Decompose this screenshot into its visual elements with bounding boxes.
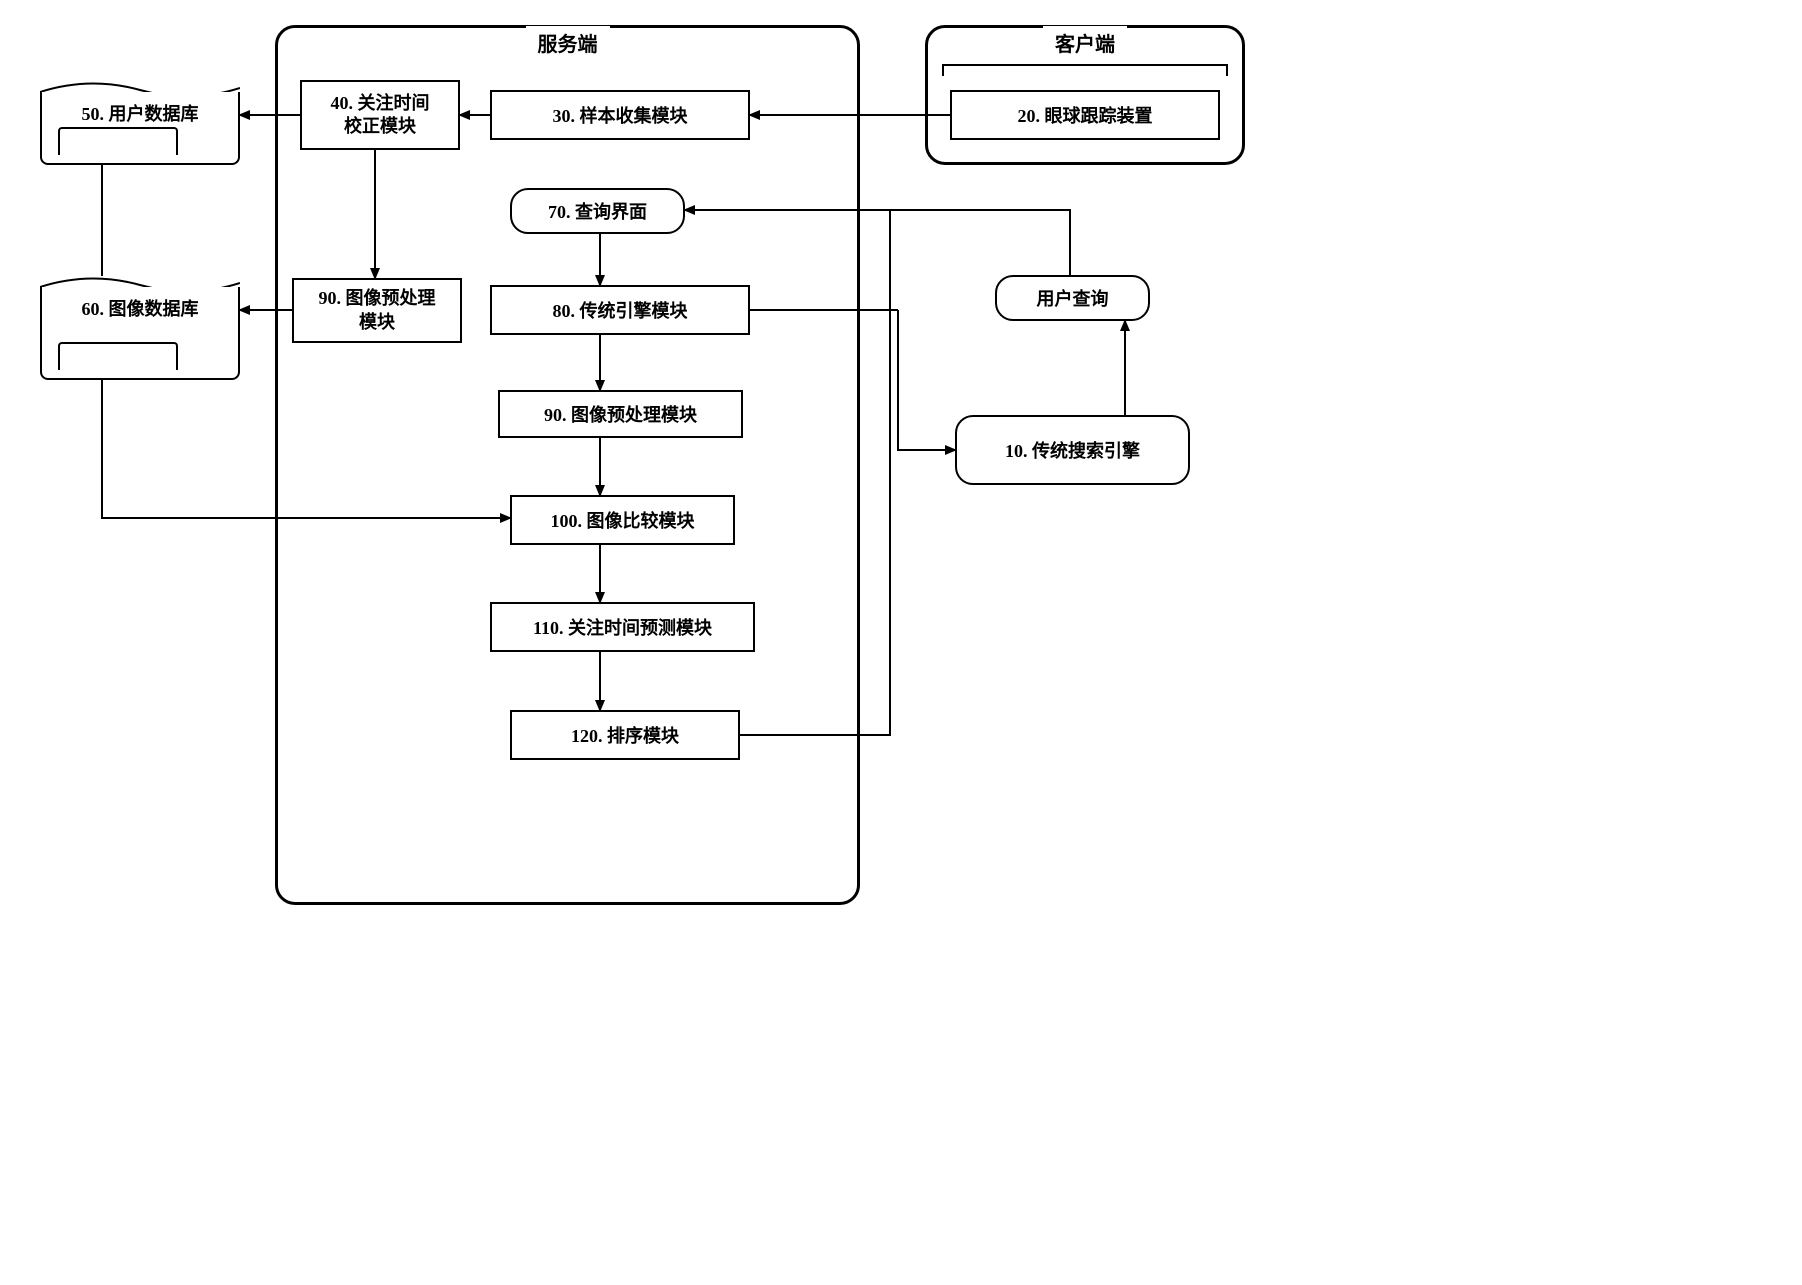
node-user-query: 用户查询 bbox=[995, 275, 1150, 321]
server-container: 服务端 bbox=[275, 25, 860, 905]
node-10-traditional-search: 10. 传统搜索引擎 bbox=[955, 415, 1190, 485]
node-80-traditional-engine: 80. 传统引擎模块 bbox=[490, 285, 750, 335]
node-110-attention-predict: 110. 关注时间预测模块 bbox=[490, 602, 755, 652]
node-90b-label: 90. 图像预处理模块 bbox=[544, 401, 697, 427]
node-100-image-compare: 100. 图像比较模块 bbox=[510, 495, 735, 545]
node-40-attention-correction: 40. 关注时间 校正模块 bbox=[300, 80, 460, 150]
node-100-label: 100. 图像比较模块 bbox=[551, 507, 695, 533]
client-label: 客户端 bbox=[1043, 26, 1127, 59]
server-label: 服务端 bbox=[526, 26, 610, 59]
node-110-label: 110. 关注时间预测模块 bbox=[533, 614, 712, 640]
node-40-label: 40. 关注时间 校正模块 bbox=[331, 92, 430, 139]
node-60-label: 60. 图像数据库 bbox=[40, 295, 240, 321]
node-120-sort: 120. 排序模块 bbox=[510, 710, 740, 760]
node-90a-image-preprocess: 90. 图像预处理 模块 bbox=[292, 278, 462, 343]
node-30-sample-collection: 30. 样本收集模块 bbox=[490, 90, 750, 140]
node-50-user-db: 50. 用户数据库 bbox=[40, 80, 240, 165]
node-10-label: 10. 传统搜索引擎 bbox=[1005, 437, 1140, 463]
node-20-label: 20. 眼球跟踪装置 bbox=[1018, 102, 1153, 128]
node-30-label: 30. 样本收集模块 bbox=[553, 102, 688, 128]
node-20-eye-tracking: 20. 眼球跟踪装置 bbox=[950, 90, 1220, 140]
node-50-label: 50. 用户数据库 bbox=[40, 100, 240, 126]
node-80-label: 80. 传统引擎模块 bbox=[553, 297, 688, 323]
node-userquery-label: 用户查询 bbox=[1037, 285, 1109, 311]
diagram-canvas: 服务端 客户端 20. 眼球跟踪装置 30. 样本收集模块 40. 关注时间 校… bbox=[20, 20, 1320, 920]
node-60-image-db: 60. 图像数据库 bbox=[40, 275, 240, 380]
node-120-label: 120. 排序模块 bbox=[571, 722, 679, 748]
node-70-label: 70. 查询界面 bbox=[548, 198, 647, 224]
node-70-query-ui: 70. 查询界面 bbox=[510, 188, 685, 234]
node-90b-image-preprocess: 90. 图像预处理模块 bbox=[498, 390, 743, 438]
node-90a-label: 90. 图像预处理 模块 bbox=[319, 287, 436, 334]
